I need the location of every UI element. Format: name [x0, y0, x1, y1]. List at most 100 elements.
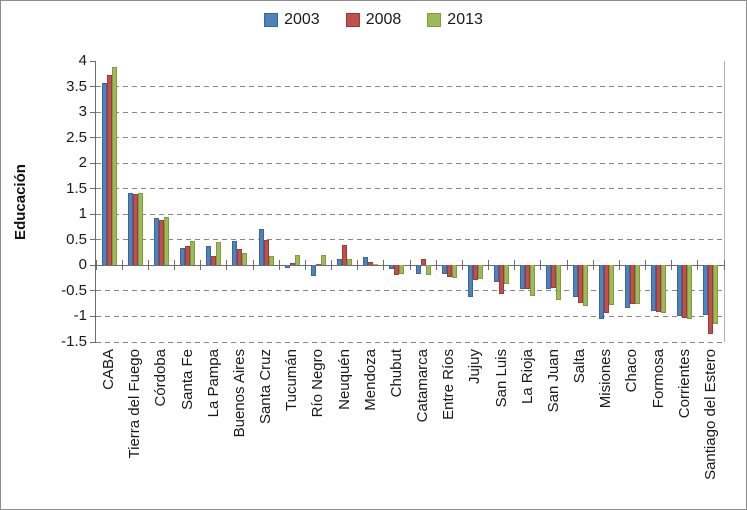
y-tick-label: -0.5: [61, 281, 87, 299]
x-axis-tick: [304, 260, 306, 271]
x-category-label: Corrientes: [675, 349, 693, 419]
y-tick-label: 2: [78, 154, 87, 172]
x-axis-tick: [278, 260, 280, 271]
y-axis-tick: [90, 239, 96, 241]
bar-san-luis-2003: [494, 265, 500, 283]
x-category-label: Buenos Aires: [230, 349, 248, 438]
bar-misiones-2013: [608, 265, 614, 305]
gridline--0.5: [96, 290, 724, 292]
x-category-label: San Juan: [544, 349, 562, 413]
bar-neuquén-2003: [337, 259, 343, 266]
bar-formosa-2013: [661, 265, 667, 314]
bar-la-rioja-2013: [530, 265, 536, 296]
x-category-label: La Rioja: [518, 349, 536, 405]
x-axis-tick: [697, 260, 699, 271]
y-tick-label: 3: [78, 103, 87, 121]
x-axis-tick: [488, 260, 489, 271]
x-category-label: Neuquén: [335, 349, 353, 410]
bar-santa-cruz-2008: [263, 240, 269, 266]
bar-tucumán-2008: [289, 262, 295, 266]
bar-corrientes-2008: [682, 265, 688, 319]
bar-santa-fe-2003: [180, 247, 186, 266]
y-tick-label: 1.5: [66, 179, 87, 197]
x-axis-tick: [383, 260, 385, 271]
y-axis-title: Educación: [12, 164, 29, 240]
y-axis-tick: [90, 137, 96, 139]
bar-buenos-aires-2003: [232, 241, 238, 266]
bar-chaco-2003: [624, 265, 630, 308]
bar-santiago-del-estero-2013: [713, 265, 719, 324]
bar-tucumán-2013: [294, 255, 300, 266]
legend-label-2013: 2013: [447, 11, 483, 28]
bar-misiones-2003: [598, 265, 604, 319]
y-axis-tick: [90, 315, 96, 317]
bar-santa-fe-2013: [190, 240, 196, 266]
y-tick-label: 1: [78, 205, 87, 223]
bar-catamarca-2003: [415, 265, 421, 275]
x-axis-tick: [540, 260, 542, 271]
x-axis-tick: [514, 260, 516, 271]
bar-río-negro-2003: [310, 265, 316, 276]
y-tick-label: -1: [73, 307, 87, 325]
gridline-0.5: [96, 239, 724, 241]
bar-formosa-2008: [656, 265, 662, 312]
bar-río-negro-2008: [315, 264, 321, 266]
bar-jujuy-2013: [477, 265, 483, 280]
bar-buenos-aires-2013: [242, 252, 248, 266]
x-category-label: Formosa: [649, 349, 667, 409]
bar-chaco-2013: [634, 265, 640, 304]
y-axis-tick: [90, 264, 96, 266]
bar-entre-ríos-2013: [451, 265, 457, 278]
bar-la-rioja-2003: [520, 265, 526, 290]
bar-san-juan-2013: [556, 265, 562, 301]
bar-santiago-del-estero-2003: [703, 265, 709, 315]
bar-entre-ríos-2008: [446, 265, 452, 278]
plot-right-border: [724, 61, 725, 342]
x-axis-tick: [566, 260, 568, 271]
x-category-label: San Luis: [492, 349, 510, 408]
legend: 2003 2008 2013: [1, 11, 746, 29]
bar-chubut-2013: [399, 265, 405, 275]
x-axis-tick: [618, 260, 620, 271]
x-category-label: Tucumán: [283, 349, 301, 411]
legend-item-2008: 2008: [345, 11, 401, 29]
bar-caba-2003: [101, 82, 107, 266]
bar-san-juan-2008: [551, 265, 557, 288]
x-category-label: Río Negro: [309, 349, 327, 418]
legend-item-2003: 2003: [264, 11, 320, 29]
x-category-label: Santa Fe: [178, 349, 196, 410]
bar-tucumán-2003: [284, 265, 290, 269]
bar-san-luis-2008: [499, 265, 505, 294]
bar-salta-2003: [572, 265, 578, 298]
x-category-label: La Pampa: [204, 349, 222, 418]
y-tick-label: 4: [78, 52, 87, 69]
gridline--1: [96, 315, 724, 317]
gridline-1.5: [96, 188, 724, 190]
y-axis-tick: [90, 213, 96, 215]
x-axis-tick: [435, 260, 437, 271]
x-category-label: Chubut: [387, 349, 405, 398]
gridline-2: [96, 162, 724, 164]
bar-mendoza-2013: [373, 264, 379, 266]
bar-caba-2008: [106, 75, 112, 266]
bar-mendoza-2008: [368, 262, 374, 266]
bar-neuquén-2013: [347, 259, 353, 266]
y-tick-label: 0: [78, 256, 87, 274]
x-axis-tick: [121, 260, 123, 271]
x-axis-tick: [409, 260, 411, 271]
x-category-label: Salta: [571, 349, 589, 384]
bar-la-pampa-2003: [206, 245, 212, 266]
x-axis-tick: [200, 260, 202, 271]
x-axis-tick: [174, 260, 175, 271]
y-axis-line: [95, 61, 96, 342]
x-axis-tick: [357, 260, 359, 271]
x-category-label: Mendoza: [361, 349, 379, 411]
gridline-3.5: [96, 86, 724, 88]
bar-chaco-2008: [629, 265, 635, 304]
gridline--1.5: [96, 341, 724, 343]
bar-salta-2013: [582, 265, 588, 307]
bar-la-pampa-2013: [216, 241, 222, 266]
x-axis-tick: [252, 260, 254, 271]
x-category-label: Misiones: [597, 349, 615, 409]
